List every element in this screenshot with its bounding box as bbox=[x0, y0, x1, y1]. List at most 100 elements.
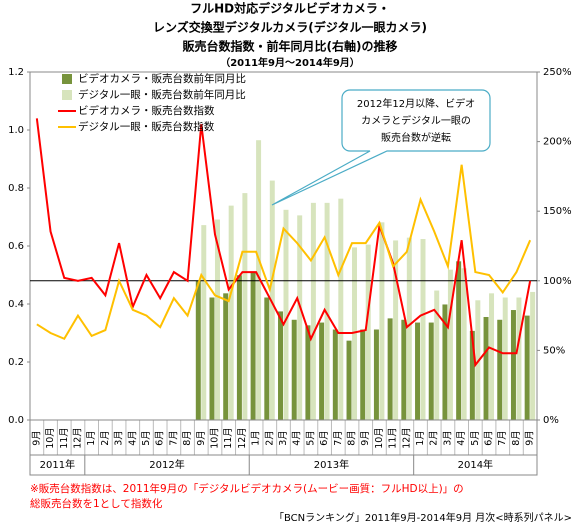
x-tick-label: 11月 bbox=[59, 427, 70, 449]
annotation: カメラとデジタル一眼の bbox=[361, 114, 471, 127]
x-tick-label: 2月 bbox=[100, 430, 111, 446]
bar bbox=[305, 325, 311, 420]
bar bbox=[332, 329, 338, 420]
x-tick-label: 6月 bbox=[484, 430, 495, 446]
bar bbox=[434, 290, 440, 420]
y-tick-label: 0.0 bbox=[8, 415, 24, 426]
x-tick-label: 7月 bbox=[497, 430, 508, 446]
x-tick-label: 7月 bbox=[333, 430, 344, 446]
bar bbox=[278, 311, 283, 420]
x-tick-label: 2月 bbox=[429, 430, 440, 446]
legend-swatch bbox=[62, 90, 72, 100]
x-tick-label: 10月 bbox=[374, 427, 385, 449]
x-tick-label: 5月 bbox=[470, 430, 481, 446]
bar bbox=[415, 322, 421, 420]
x-tick-label: 3月 bbox=[442, 430, 453, 446]
bar bbox=[401, 319, 407, 420]
x-tick-label: 1月 bbox=[251, 430, 262, 446]
x-tick-label: 4月 bbox=[292, 430, 303, 446]
bar bbox=[269, 180, 275, 420]
bar bbox=[250, 272, 256, 420]
chart-title: 販売台数指数・前年同月比(右軸)の推移 bbox=[183, 39, 398, 54]
x-group-label: 2013年 bbox=[314, 458, 349, 471]
x-group-label: 2011年 bbox=[40, 458, 75, 471]
source: 「BCNランキング」2011年9月-2014年9月 月次<時系列パネル> bbox=[274, 511, 572, 524]
x-axis-frame bbox=[29, 419, 538, 476]
bar bbox=[442, 304, 448, 420]
legend-swatch bbox=[62, 74, 72, 84]
x-tick-label: 9月 bbox=[360, 430, 371, 446]
x-tick-label: 9月 bbox=[196, 430, 207, 446]
bar bbox=[510, 310, 516, 420]
bar bbox=[236, 275, 242, 420]
bar bbox=[319, 322, 325, 420]
callout: 2012年12月以降、ビデオ カメラとデジタル一眼の 販売台数が逆転 bbox=[271, 89, 491, 206]
x-tick-label: 11月 bbox=[388, 427, 399, 449]
y2-tick-label: 0% bbox=[543, 415, 559, 426]
bar bbox=[256, 140, 262, 420]
bar bbox=[406, 237, 412, 420]
footnote: 総販売台数を1として指数化 bbox=[30, 497, 163, 510]
bar bbox=[291, 319, 297, 420]
annotation: 販売台数が逆転 bbox=[381, 131, 451, 144]
y2-tick-label: 200% bbox=[543, 137, 572, 148]
x-tick-label: 12月 bbox=[401, 427, 412, 449]
y-tick-label: 0.2 bbox=[8, 357, 24, 368]
bar bbox=[338, 198, 344, 420]
bar bbox=[447, 269, 453, 420]
bar bbox=[516, 297, 522, 420]
y-tick-label: 0.8 bbox=[8, 183, 24, 194]
x-tick-label: 8月 bbox=[182, 430, 193, 446]
x-tick-label: 6月 bbox=[155, 430, 166, 446]
callout-box bbox=[271, 89, 491, 206]
annotation: 2012年12月以降、ビデオ bbox=[357, 97, 475, 110]
bar bbox=[387, 318, 393, 420]
bar bbox=[379, 222, 385, 420]
y-tick-label: 0.6 bbox=[8, 241, 24, 252]
bar bbox=[461, 268, 467, 420]
bar bbox=[228, 205, 234, 420]
x-tick-label: 1月 bbox=[415, 430, 426, 446]
bar bbox=[352, 247, 357, 420]
bar bbox=[428, 322, 434, 420]
bar bbox=[201, 225, 207, 420]
bar bbox=[209, 297, 215, 420]
bar bbox=[483, 316, 489, 420]
y2-tick-label: 250% bbox=[543, 67, 572, 78]
x-group-label: 2012年 bbox=[149, 458, 184, 471]
x-tick-label: 7月 bbox=[168, 430, 179, 446]
bar bbox=[297, 215, 303, 420]
x-tick-label: 12月 bbox=[237, 427, 248, 449]
bar bbox=[283, 209, 289, 420]
x-tick-label: 8月 bbox=[347, 430, 358, 446]
legend-label: デジタル一眼・販売台数前年同月比 bbox=[78, 88, 246, 101]
x-tick-label: 9月 bbox=[525, 430, 536, 446]
chart-title: レンズ交換型デジタルカメラ(デジタル一眼カメラ) bbox=[153, 20, 427, 35]
x-tick-label: 10月 bbox=[209, 427, 220, 449]
bar bbox=[242, 193, 248, 420]
x-tick-label: 9月 bbox=[31, 430, 42, 446]
y2-tick-label: 100% bbox=[543, 276, 572, 287]
bar bbox=[365, 244, 371, 420]
bar bbox=[469, 330, 475, 420]
bar bbox=[373, 329, 379, 420]
x-tick-label: 12月 bbox=[72, 427, 83, 449]
footnote: ※販売台数指数は、2011年9月の「デジタルビデオカメラ(ムービー画質：フルHD… bbox=[30, 482, 464, 495]
legend-label: デジタル一眼・販売台数指数 bbox=[78, 120, 215, 133]
x-tick-label: 10月 bbox=[45, 427, 56, 449]
legend-label: ビデオカメラ・販売台数指数 bbox=[78, 104, 215, 117]
bar bbox=[456, 261, 462, 420]
bar bbox=[524, 315, 530, 420]
bar bbox=[264, 297, 270, 420]
bar bbox=[393, 240, 399, 420]
legend-label: ビデオカメラ・販売台数前年同月比 bbox=[78, 72, 246, 85]
x-group-label: 2014年 bbox=[458, 458, 493, 471]
bar bbox=[214, 219, 220, 420]
chart-subtitle: （2011年9月～2014年9月） bbox=[220, 56, 360, 69]
x-tick-label: 4月 bbox=[456, 430, 467, 446]
x-tick-label: 5月 bbox=[141, 430, 152, 446]
bar bbox=[502, 297, 508, 420]
bar bbox=[223, 293, 229, 420]
bar bbox=[489, 293, 495, 420]
